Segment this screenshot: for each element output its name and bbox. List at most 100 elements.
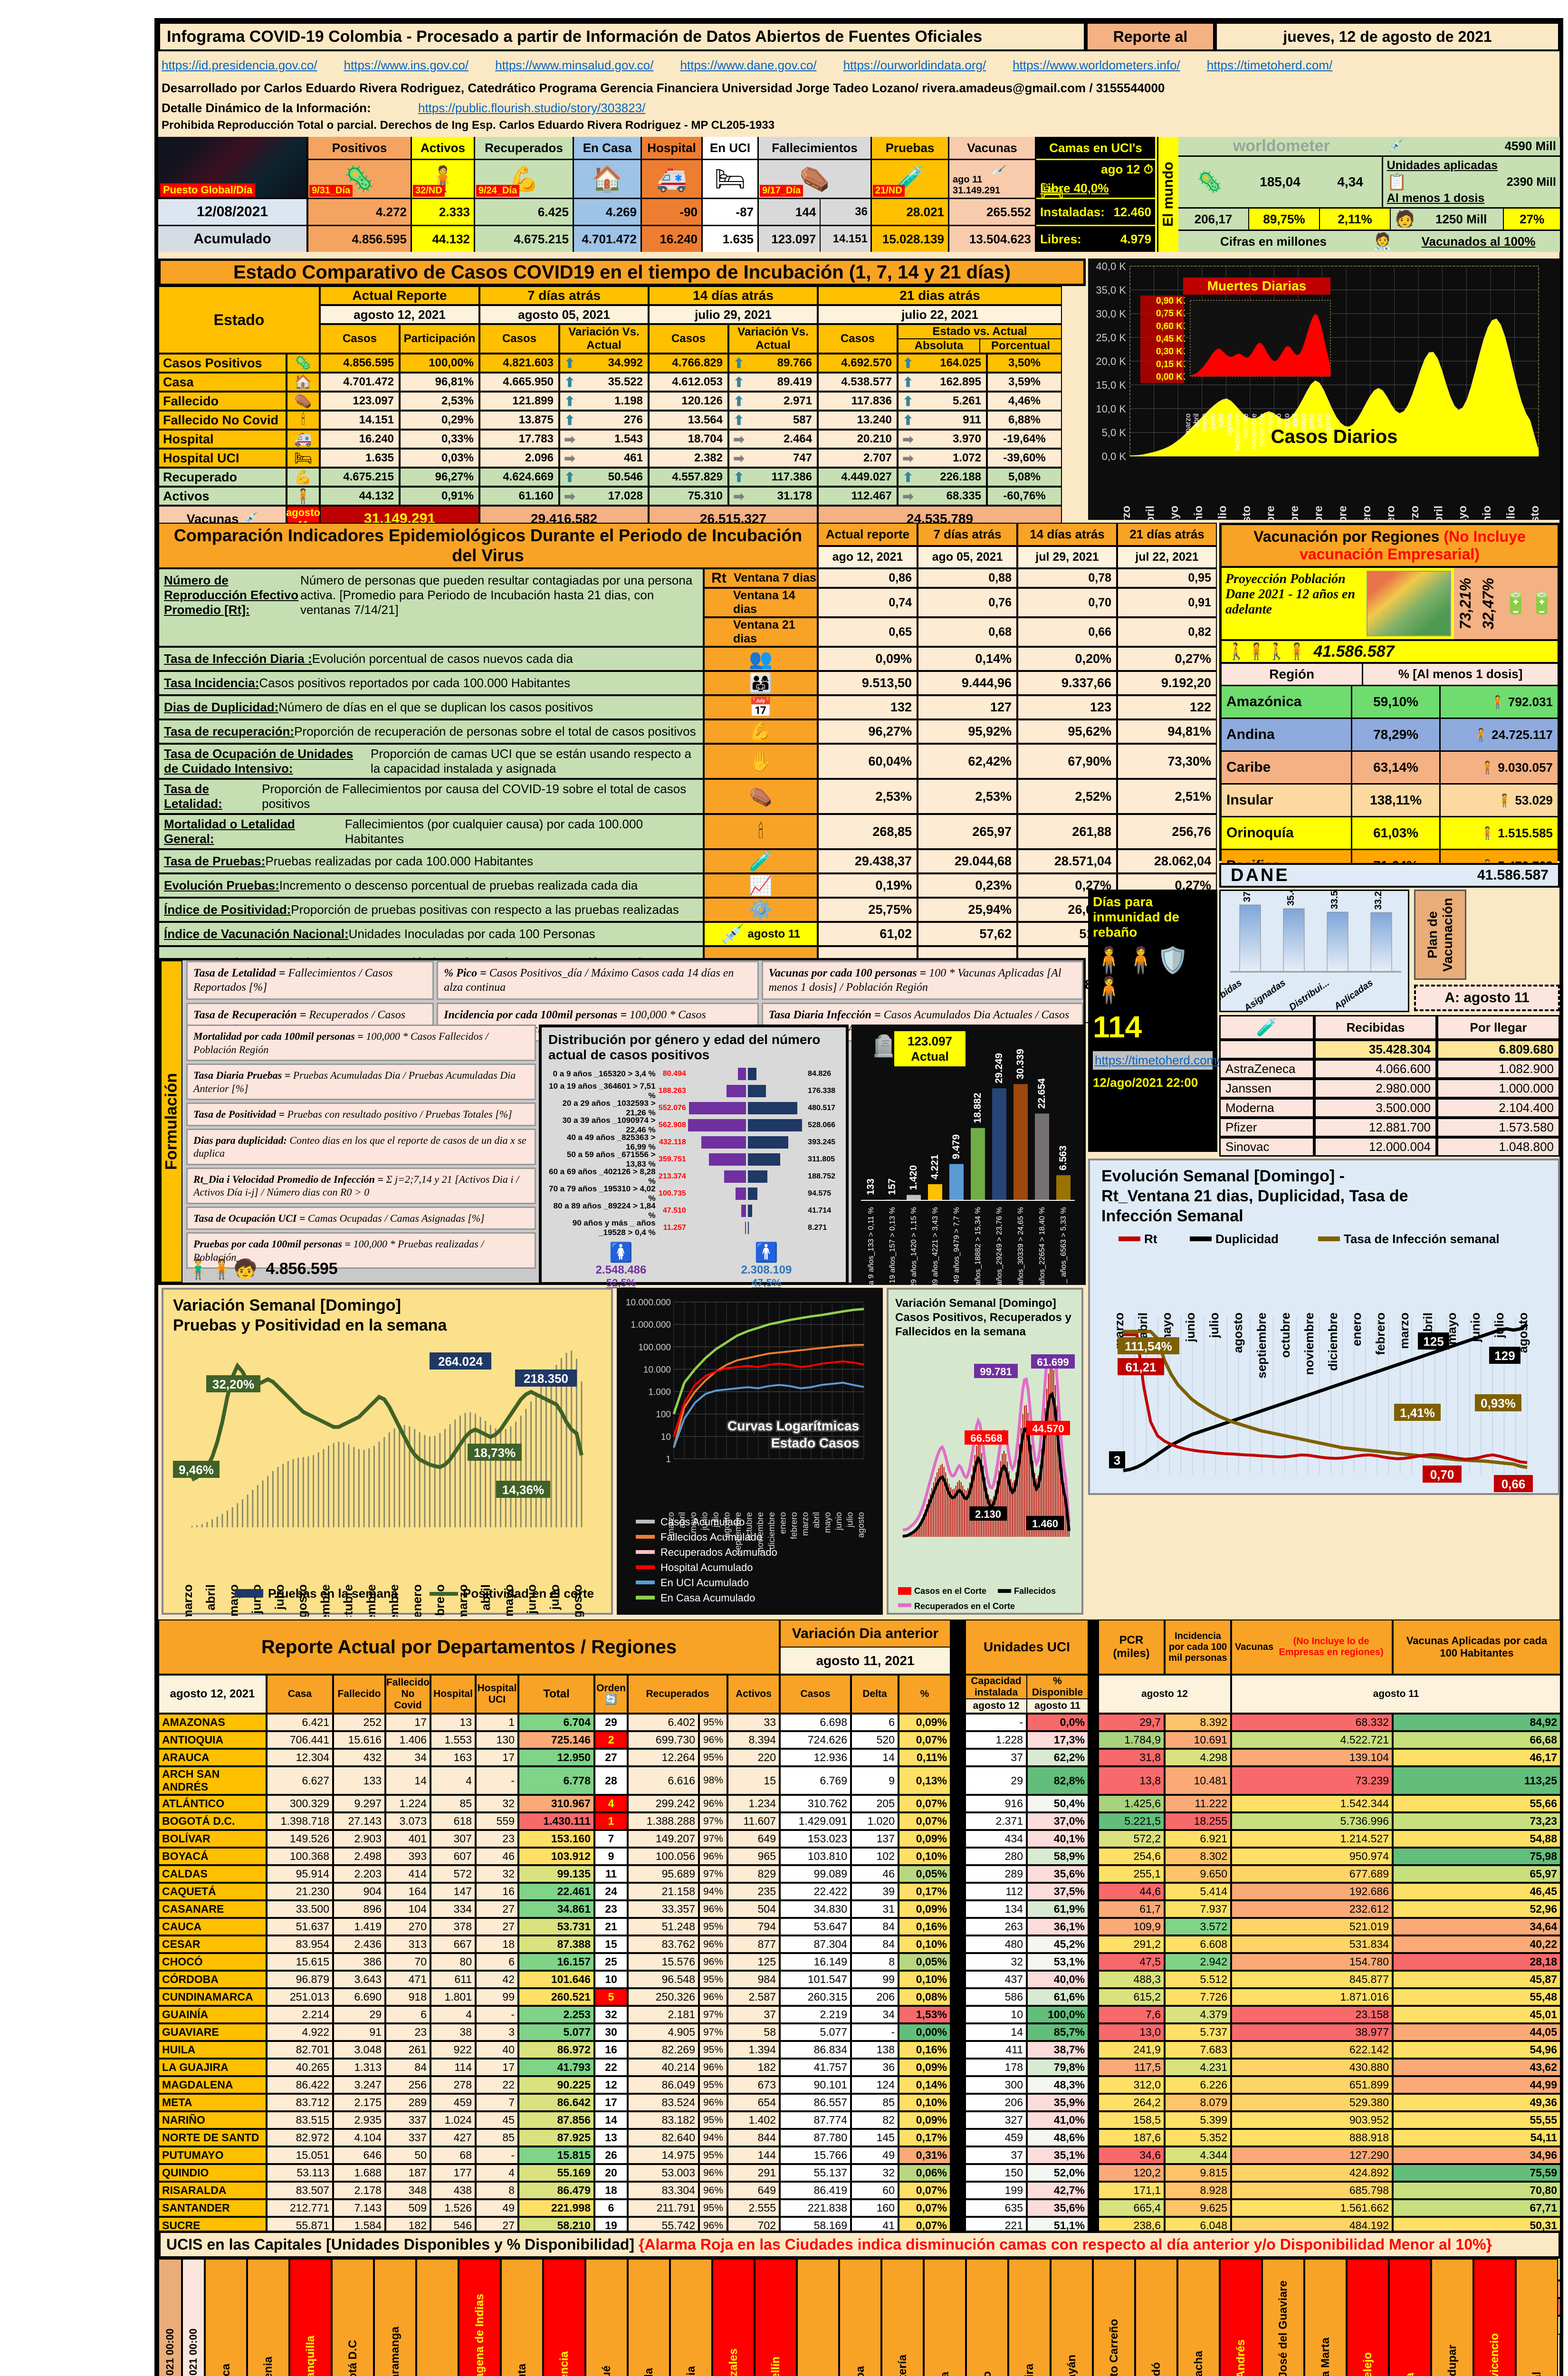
- dept-cell: 0,16%: [899, 1918, 951, 1935]
- table-gap: [1089, 2094, 1098, 2111]
- estado-cell: Casos: [479, 324, 559, 354]
- timetoherd-link[interactable]: https://timetoherd.com/: [1095, 1053, 1221, 1067]
- stat-badge: 32/ND: [413, 185, 445, 197]
- plan-vacunacion-label: Plan de Vacunación: [1414, 890, 1466, 980]
- svg-text:22.654: 22.654: [1036, 1078, 1047, 1109]
- arrow-right-icon: ➡: [902, 489, 914, 504]
- person-vaccinated-icon: 🧑: [1395, 210, 1415, 228]
- svg-text:5,0 K: 5,0 K: [1102, 427, 1127, 439]
- dept-cell: 34.861: [518, 1900, 594, 1918]
- dept-cell: 82.972: [267, 2129, 333, 2146]
- dept-cell: 6.778: [518, 1766, 594, 1795]
- dept-cell: 2.181: [628, 2006, 699, 2023]
- dept-cell: 0,16%: [899, 2041, 951, 2059]
- dept-cell: 4: [430, 2006, 476, 2023]
- estado-cell: 0,03%: [400, 449, 479, 468]
- source-link-5[interactable]: https://www.worldometers.info/: [1013, 58, 1180, 72]
- svg-text:febrero: febrero: [433, 1584, 447, 1617]
- svg-text:junio: junio: [1209, 413, 1217, 430]
- ind-cell: 0,66: [1017, 617, 1117, 647]
- dept-cell: 97%: [699, 1865, 727, 1883]
- dept-cell: 96%: [699, 2164, 727, 2182]
- dept-cell: 438: [430, 2182, 476, 2199]
- source-link-3[interactable]: https://www.dane.gov.co/: [680, 58, 817, 72]
- svg-text:Recuperados en el Corte: Recuperados en el Corte: [914, 1601, 1015, 1611]
- dept-cell: agosto 12: [1098, 1675, 1231, 1714]
- mundo-v7: 27%: [1503, 209, 1560, 230]
- mundo-v3: 206,17: [1178, 209, 1249, 230]
- dept-cell: 125: [727, 1953, 780, 1971]
- source-link-4[interactable]: https://ourworldindata.org/: [843, 58, 986, 72]
- men-value: 188.752: [808, 1172, 836, 1180]
- arrow-right-icon: ➡: [564, 431, 575, 447]
- dept-cell: 104: [385, 1900, 430, 1918]
- estado-cell: 2.382: [649, 449, 728, 468]
- arrow-up-icon: ⬆: [902, 374, 914, 390]
- detail-link[interactable]: https://public.flourish.studio/story/303…: [418, 101, 646, 115]
- dept-cell: 29: [333, 2006, 385, 2023]
- dept-cell: 6.402: [628, 1714, 699, 1731]
- tasa-infeccion-line: [1123, 1330, 1528, 1469]
- table-gap: [951, 2076, 965, 2094]
- dept-cell: 0,31%: [899, 2146, 951, 2164]
- dept-cell: 83.304: [628, 2182, 699, 2199]
- estado-cell: 5,08%: [987, 468, 1062, 487]
- source-link-1[interactable]: https://www.ins.gov.co/: [344, 58, 469, 72]
- women-bar: [726, 1085, 746, 1097]
- dept-cell: 0,07%: [899, 2199, 951, 2217]
- dept-cell: 21.158: [628, 1883, 699, 1900]
- women-bar: [741, 1205, 746, 1217]
- dept-cell: 0,08%: [899, 1988, 951, 2006]
- dept-cell: -: [851, 2023, 899, 2041]
- stat-col-activos: Activos 🧍 32/ND 2.333 44.132: [412, 137, 475, 252]
- dept-cell: 95%: [699, 2041, 727, 2059]
- city-name: Popayán: [1065, 2355, 1079, 2376]
- dept-cell: 133: [333, 1766, 385, 1795]
- ind-row-desc: Tasa de Letalidad: Proporción de Falleci…: [158, 779, 704, 814]
- source-link-2[interactable]: https://www.minsalud.gov.co/: [495, 58, 654, 72]
- variacion-semanal-casos-panel: Variación Semanal [Domingo] Casos Positiv…: [887, 1288, 1083, 1615]
- svg-text:44.570: 44.570: [1032, 1423, 1064, 1435]
- dept-cell: 7.683: [1165, 2041, 1231, 2059]
- ind-cell: 123: [1017, 695, 1117, 719]
- dept-cell: 34: [385, 1749, 430, 1766]
- vacunas-por-marca-table: 🧪 Recibidas Por llegar 35.428.304 6.809.680 A…: [1219, 1015, 1560, 1157]
- dept-name: RISARALDA: [158, 2182, 267, 2199]
- dept-table-title: Reporte Actual por Departamentos / Regio…: [158, 1619, 780, 1675]
- piramide-row: 40 a 49 años _825363 > 16,99 % 432.118 393…: [548, 1133, 839, 1151]
- source-link-6[interactable]: https://timetoherd.com/: [1206, 58, 1333, 72]
- dept-cell: 2.935: [333, 2111, 385, 2129]
- camas-date-badge: ago 12 ⏱: [1101, 162, 1153, 177]
- dept-cell: 414: [385, 1865, 430, 1883]
- dept-cell: 1,53%: [899, 2006, 951, 2023]
- dept-cell: 256: [385, 2076, 430, 2094]
- dept-cell: 27.143: [333, 1812, 385, 1830]
- table-gap: [951, 2164, 965, 2182]
- mundo-v4: 89,75%: [1249, 209, 1320, 230]
- dept-cell: 103.810: [780, 1848, 851, 1865]
- dept-cell: Recuperados: [628, 1675, 727, 1714]
- svg-text:Infección Semanal: Infección Semanal: [1101, 1207, 1243, 1225]
- dept-cell: 70: [385, 1953, 430, 1971]
- source-link-0[interactable]: https://id.presidencia.gov.co/: [162, 58, 317, 72]
- gear-virus-icon: ⚙️: [704, 898, 818, 922]
- dept-cell: 0,17%: [899, 2129, 951, 2146]
- orden-cell: 22: [594, 2059, 628, 2076]
- piramide-row: 30 a 39 años _1090974 > 22,46 % 562.908 52…: [548, 1116, 839, 1134]
- svg-text:marzo: marzo: [456, 1584, 470, 1617]
- women-bar: [688, 1119, 746, 1131]
- svg-text:julio: julio: [1504, 506, 1517, 520]
- stat-value: 15.028.139: [872, 226, 948, 252]
- estado-cell: julio 22, 2021: [818, 305, 1062, 324]
- ind-cell: 0,95: [1117, 568, 1217, 588]
- plan-vacunacion-chart: 37.528.304 Recibidas 35.428.304 Asignadas 33…: [1201, 854, 1409, 1014]
- dept-cell: 29: [965, 1766, 1027, 1795]
- dept-cell: 55,48: [1393, 1988, 1561, 2006]
- region-value: 🧍 53.029: [1497, 793, 1553, 807]
- table-gap: [951, 2094, 965, 2111]
- dept-cell: 1.871.016: [1231, 1988, 1393, 2006]
- dept-cell: 280: [965, 1848, 1027, 1865]
- fecha-agosto-12: agosto 12, 2021 00:00: [182, 2259, 205, 2376]
- arrow-up-icon: ⬆: [733, 412, 745, 428]
- dept-cell: 95%: [699, 1971, 727, 1988]
